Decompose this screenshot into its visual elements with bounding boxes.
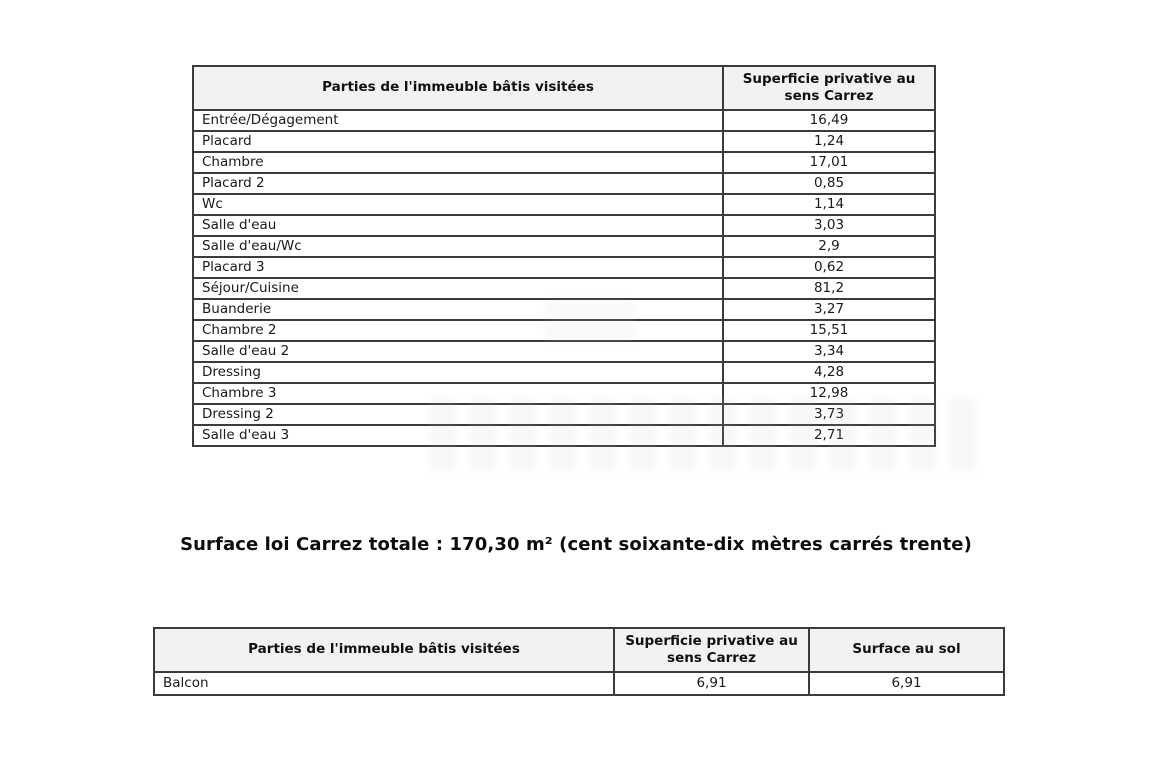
- room-label: Chambre 3: [192, 381, 724, 405]
- table-row: Buanderie 3,27: [192, 297, 936, 321]
- room-carrez-area: 0,85: [722, 171, 936, 195]
- header-row: Parties de l'immeuble bâtis visitées Sup…: [153, 627, 1005, 673]
- room-carrez-area: 3,27: [722, 297, 936, 321]
- room-carrez-area: 3,03: [722, 213, 936, 237]
- header-row: Parties de l'immeuble bâtis visitées Sup…: [192, 65, 936, 111]
- room-carrez-area: 3,73: [722, 402, 936, 426]
- room-carrez-area: 2,71: [722, 423, 936, 447]
- balcon-table-header: Parties de l'immeuble bâtis visitées Sup…: [153, 627, 1005, 673]
- room-carrez-area: 17,01: [722, 150, 936, 174]
- column-header-superficie: Superficie privative au sens Carrez: [722, 65, 936, 111]
- room-label: Wc: [192, 192, 724, 216]
- table-row: Placard 3 0,62: [192, 255, 936, 279]
- room-carrez-area: 15,51: [722, 318, 936, 342]
- total-surface-caption: Surface loi Carrez totale : 170,30 m² (c…: [180, 534, 972, 555]
- table-row: Salle d'eau 2 3,34: [192, 339, 936, 363]
- table-row: Entrée/Dégagement 16,49: [192, 108, 936, 132]
- room-label: Chambre: [192, 150, 724, 174]
- room-label: Buanderie: [192, 297, 724, 321]
- table-row: Balcon 6,91 6,91: [153, 670, 1005, 696]
- table-row: Placard 2 0,85: [192, 171, 936, 195]
- table-row: Dressing 4,28: [192, 360, 936, 384]
- table-row: Séjour/Cuisine 81,2: [192, 276, 936, 300]
- table-row: Chambre 17,01: [192, 150, 936, 174]
- table-row: Salle d'eau 3 2,71: [192, 423, 936, 447]
- balcon-table-body: Balcon 6,91 6,91: [153, 670, 1005, 696]
- room-label: Salle d'eau 3: [192, 423, 724, 447]
- table-row: Placard 1,24: [192, 129, 936, 153]
- column-header-parties: Parties de l'immeuble bâtis visitées: [192, 65, 724, 111]
- table-row: Salle d'eau 3,03: [192, 213, 936, 237]
- table-row: Wc 1,14: [192, 192, 936, 216]
- room-label: Dressing: [192, 360, 724, 384]
- room-label: Entrée/Dégagement: [192, 108, 724, 132]
- room-label: Séjour/Cuisine: [192, 276, 724, 300]
- room-label: Salle d'eau: [192, 213, 724, 237]
- room-carrez-area: 4,28: [722, 360, 936, 384]
- room-carrez-area: 1,24: [722, 129, 936, 153]
- room-carrez-area: 0,62: [722, 255, 936, 279]
- room-label: Salle d'eau 2: [192, 339, 724, 363]
- carrez-surface-table: Parties de l'immeuble bâtis visitées Sup…: [192, 65, 936, 447]
- room-carrez-area: 81,2: [722, 276, 936, 300]
- room-label: Balcon: [153, 670, 615, 696]
- room-carrez-area: 16,49: [722, 108, 936, 132]
- room-label: Placard: [192, 129, 724, 153]
- column-header-parties: Parties de l'immeuble bâtis visitées: [153, 627, 615, 673]
- room-carrez-area: 6,91: [613, 670, 810, 696]
- column-header-superficie: Superficie privative au sens Carrez: [613, 627, 810, 673]
- room-carrez-area: 2,9: [722, 234, 936, 258]
- column-header-surface-sol: Surface au sol: [808, 627, 1005, 673]
- table-row: Chambre 3 12,98: [192, 381, 936, 405]
- room-carrez-area: 3,34: [722, 339, 936, 363]
- balcon-surface-table: Parties de l'immeuble bâtis visitées Sup…: [153, 627, 1005, 696]
- room-label: Salle d'eau/Wc: [192, 234, 724, 258]
- room-carrez-area: 12,98: [722, 381, 936, 405]
- room-label: Chambre 2: [192, 318, 724, 342]
- room-label: Placard 2: [192, 171, 724, 195]
- table-row: Chambre 2 15,51: [192, 318, 936, 342]
- carrez-table-header: Parties de l'immeuble bâtis visitées Sup…: [192, 65, 936, 111]
- room-label: Dressing 2: [192, 402, 724, 426]
- room-carrez-area: 1,14: [722, 192, 936, 216]
- room-floor-area: 6,91: [808, 670, 1005, 696]
- carrez-table-body: Entrée/Dégagement 16,49 Placard 1,24 Chambre…: [192, 108, 936, 447]
- table-row: Dressing 2 3,73: [192, 402, 936, 426]
- table-row: Salle d'eau/Wc 2,9: [192, 234, 936, 258]
- room-label: Placard 3: [192, 255, 724, 279]
